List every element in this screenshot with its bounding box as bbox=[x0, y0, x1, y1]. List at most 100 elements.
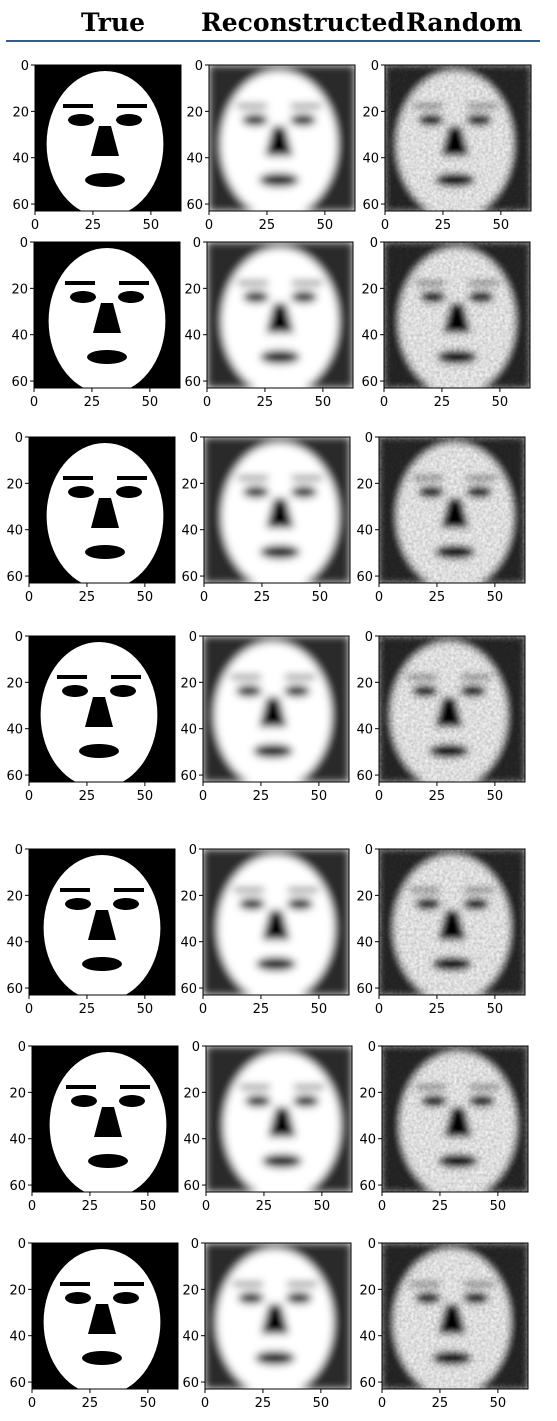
y-tick-label: 20 bbox=[183, 1086, 200, 1101]
x-tick-label: 25 bbox=[259, 218, 276, 233]
panel-reconstructed-row-4: 0 25 50 0 20 40 60 bbox=[180, 630, 350, 804]
face-image bbox=[379, 437, 525, 583]
y-tick-label: 40 bbox=[6, 723, 23, 738]
header-divider bbox=[6, 40, 540, 42]
y-tick-label: 60 bbox=[186, 198, 203, 213]
y-tick-label: 40 bbox=[6, 524, 23, 539]
y-tick-label: 40 bbox=[359, 1133, 376, 1148]
y-tick-label: 60 bbox=[359, 1376, 376, 1391]
y-tick-label: 20 bbox=[184, 282, 201, 297]
axes-frame bbox=[378, 635, 526, 783]
y-tick-label: 40 bbox=[356, 723, 373, 738]
axes-frame bbox=[383, 241, 531, 389]
x-tick-label: 25 bbox=[79, 789, 96, 804]
y-tick-label: 0 bbox=[190, 431, 198, 446]
x-tick-label: 25 bbox=[432, 1396, 449, 1411]
y-tick-label: 60 bbox=[356, 769, 373, 784]
panel-true-row-5: 0 25 50 0 20 40 60 bbox=[6, 843, 176, 1017]
y-tick-label: 20 bbox=[6, 889, 23, 904]
face-image bbox=[207, 242, 353, 388]
y-tick-label: 60 bbox=[6, 769, 23, 784]
axes-frame bbox=[202, 848, 350, 996]
y-tick-label: 0 bbox=[365, 630, 373, 645]
y-tick-label: 60 bbox=[180, 982, 197, 997]
axes-frame bbox=[202, 635, 350, 783]
x-tick-label: 50 bbox=[137, 789, 154, 804]
y-tick-label: 20 bbox=[12, 105, 29, 120]
face-image bbox=[379, 636, 525, 782]
y-tick-label: 0 bbox=[18, 1237, 26, 1252]
axes-frame bbox=[31, 1242, 179, 1390]
axes-frame bbox=[206, 241, 354, 389]
face-image bbox=[205, 1243, 351, 1389]
x-tick-label: 25 bbox=[429, 789, 446, 804]
y-tick-label: 20 bbox=[361, 282, 378, 297]
x-tick-label: 25 bbox=[253, 1002, 270, 1017]
y-tick-label: 60 bbox=[9, 1376, 26, 1391]
y-tick-label: 20 bbox=[359, 1086, 376, 1101]
x-tick-label: 25 bbox=[429, 1002, 446, 1017]
panel-random-row-1: 0 25 50 0 20 40 60 bbox=[362, 59, 532, 233]
y-tick-label: 60 bbox=[184, 375, 201, 390]
x-tick-label: 25 bbox=[256, 1199, 273, 1214]
panel-reconstructed-row-5: 0 25 50 0 20 40 60 bbox=[180, 843, 350, 1017]
y-tick-label: 20 bbox=[6, 477, 23, 492]
y-tick-label: 60 bbox=[180, 769, 197, 784]
y-tick-label: 0 bbox=[368, 1237, 376, 1252]
axes-frame bbox=[384, 64, 532, 212]
x-tick-label: 0 bbox=[378, 1199, 386, 1214]
axes-frame bbox=[28, 436, 176, 584]
axes-frame bbox=[208, 64, 356, 212]
x-tick-label: 0 bbox=[375, 789, 383, 804]
y-tick-label: 40 bbox=[180, 723, 197, 738]
column-header-true: True bbox=[81, 8, 146, 37]
y-tick-label: 0 bbox=[365, 431, 373, 446]
y-tick-label: 60 bbox=[6, 982, 23, 997]
y-tick-label: 40 bbox=[6, 936, 23, 951]
x-tick-label: 50 bbox=[315, 395, 332, 410]
y-tick-label: 20 bbox=[9, 1086, 26, 1101]
y-tick-label: 0 bbox=[15, 630, 23, 645]
y-tick-label: 60 bbox=[6, 570, 23, 585]
y-tick-label: 0 bbox=[195, 59, 203, 74]
y-tick-label: 40 bbox=[11, 329, 28, 344]
face-image bbox=[32, 1243, 178, 1389]
x-tick-label: 0 bbox=[378, 1396, 386, 1411]
y-tick-label: 40 bbox=[362, 152, 379, 167]
panel-random-row-7: 0 25 50 0 20 40 60 bbox=[359, 1237, 529, 1411]
panel-random-row-6: 0 25 50 0 20 40 60 bbox=[359, 1040, 529, 1214]
column-header-random: Random bbox=[406, 8, 523, 37]
x-tick-label: 50 bbox=[492, 395, 509, 410]
x-tick-label: 0 bbox=[199, 1002, 207, 1017]
x-tick-label: 25 bbox=[257, 395, 274, 410]
y-tick-label: 0 bbox=[189, 843, 197, 858]
y-tick-label: 0 bbox=[371, 59, 379, 74]
x-tick-label: 0 bbox=[375, 1002, 383, 1017]
y-tick-label: 0 bbox=[368, 1040, 376, 1055]
y-tick-label: 60 bbox=[11, 375, 28, 390]
x-tick-label: 25 bbox=[79, 590, 96, 605]
x-tick-label: 25 bbox=[255, 1396, 272, 1411]
x-tick-label: 50 bbox=[142, 395, 159, 410]
y-tick-label: 0 bbox=[21, 59, 29, 74]
axes-frame bbox=[28, 635, 176, 783]
y-tick-label: 40 bbox=[359, 1330, 376, 1345]
x-tick-label: 0 bbox=[30, 395, 38, 410]
face-image bbox=[29, 849, 175, 995]
y-tick-label: 60 bbox=[182, 1376, 199, 1391]
panel-random-row-4: 0 25 50 0 20 40 60 bbox=[356, 630, 526, 804]
y-tick-label: 0 bbox=[18, 1040, 26, 1055]
x-tick-label: 50 bbox=[312, 590, 329, 605]
panel-reconstructed-row-2: 0 25 50 0 20 40 60 bbox=[184, 236, 354, 410]
face-image bbox=[203, 849, 349, 995]
y-tick-label: 40 bbox=[184, 329, 201, 344]
face-image bbox=[379, 849, 525, 995]
y-tick-label: 0 bbox=[365, 843, 373, 858]
y-tick-label: 0 bbox=[192, 1040, 200, 1055]
x-tick-label: 50 bbox=[490, 1199, 507, 1214]
axes-frame bbox=[34, 64, 182, 212]
axes-frame bbox=[378, 848, 526, 996]
face-image bbox=[209, 65, 355, 211]
